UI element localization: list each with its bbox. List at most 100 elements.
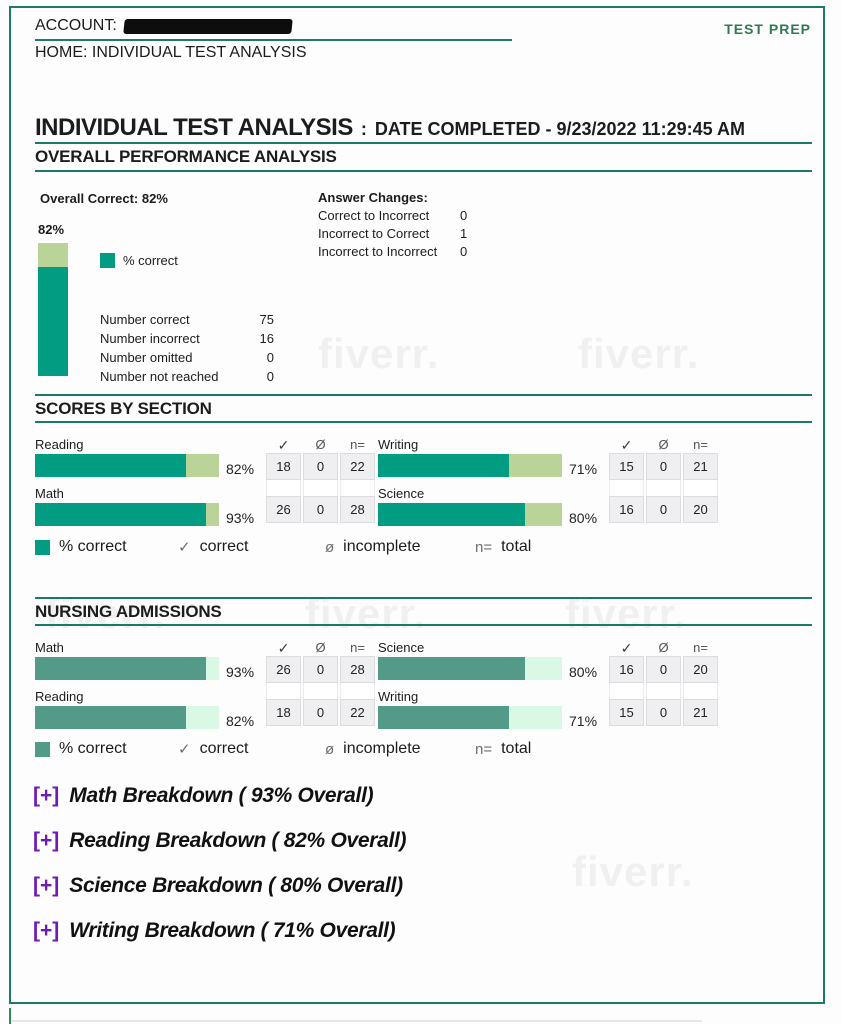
cell-total: 20: [683, 496, 719, 523]
cell-correct: 18: [266, 699, 302, 726]
nursing-panel-right: Science 80% Writing 71% ✓ Ø n=: [378, 640, 719, 738]
answer-change-label: Correct to Incorrect: [318, 208, 430, 223]
percent-correct-swatch: [100, 253, 115, 268]
nursing-rule-bottom: [35, 624, 812, 626]
answer-change-label: Incorrect to Incorrect: [318, 244, 438, 259]
bar-fill: [35, 657, 207, 680]
account-label: ACCOUNT:: [35, 17, 117, 34]
bar-label: Reading: [35, 437, 84, 452]
nursing-bar-math: Math 93%: [35, 640, 254, 680]
overall-rule: [35, 170, 812, 172]
answer-changes-title: Answer Changes:: [318, 190, 428, 205]
bar-label: Math: [35, 486, 64, 501]
stat-value: 16: [259, 331, 274, 346]
bar-track: [35, 454, 219, 477]
cell-total: 22: [340, 453, 376, 480]
reading-breakdown-expander[interactable]: [+] Reading Breakdown ( 82% Overall): [33, 826, 407, 856]
scores-legend: % correct ✓ correct ø incomplete n= total: [35, 538, 531, 556]
cell-total: 22: [340, 699, 376, 726]
stat-row: Number omitted 0: [100, 348, 274, 367]
nursing-bar-science: Science 80%: [378, 640, 597, 680]
bar-fill: [378, 706, 509, 729]
title-separator: :: [360, 119, 367, 139]
bar-label: Writing: [378, 437, 419, 452]
scores-rule-top: [35, 394, 812, 396]
bar-percent: 93%: [226, 664, 255, 680]
cell-correct: 15: [609, 453, 645, 480]
cell-correct: 26: [266, 496, 302, 523]
date-completed: DATE COMPLETED - 9/23/2022 11:29:45 AM: [374, 119, 745, 139]
scores-panel-left: Reading 82% Math 93% ✓ Ø n= 18: [35, 437, 376, 535]
stat-label: Number omitted: [100, 350, 193, 365]
correct-icon: ✓: [620, 640, 633, 656]
bar-percent: 71%: [569, 713, 598, 729]
stat-label: Number incorrect: [100, 331, 200, 346]
stat-label: Number not reached: [100, 369, 219, 384]
cell-total: 28: [340, 656, 376, 683]
score-bar-reading: Reading 82%: [35, 437, 254, 477]
overall-stats: Number correct 75 Number incorrect 16 Nu…: [100, 310, 274, 386]
percent-correct-swatch: [35, 741, 50, 757]
legend-label: correct: [199, 740, 249, 757]
overall-bar-value-label: 82%: [38, 222, 65, 237]
cell-correct: 16: [609, 656, 645, 683]
incomplete-icon: Ø: [658, 640, 669, 655]
check-icon: ✓: [178, 539, 191, 556]
table-row: 18 0 22: [266, 699, 376, 726]
answer-change-label: Incorrect to Correct: [318, 226, 430, 241]
writing-breakdown-expander[interactable]: [+] Writing Breakdown ( 71% Overall): [33, 916, 396, 946]
page-title-row: INDIVIDUAL TEST ANALYSIS : DATE COMPLETE…: [35, 114, 745, 142]
breakdown-label: Writing Breakdown ( 71% Overall): [69, 919, 396, 942]
bar-track: [378, 503, 562, 526]
bar-fill: [378, 454, 509, 477]
cell-total: 20: [683, 656, 719, 683]
percent-correct-swatch: [35, 539, 50, 555]
bar-percent: 71%: [569, 461, 598, 477]
overall-correct-bar-fill: [38, 266, 68, 376]
nursing-table-left: ✓ Ø n= 26 0 28 18 0 22: [266, 640, 376, 738]
table-row: 16 0 20: [609, 496, 719, 523]
science-breakdown-expander[interactable]: [+] Science Breakdown ( 80% Overall): [33, 871, 403, 901]
breakdown-label: Math Breakdown ( 93% Overall): [69, 784, 374, 807]
answer-change-row: Incorrect to Incorrect 0: [318, 243, 480, 261]
brand-logo: TEST PREP: [724, 21, 811, 37]
stat-value: 75: [259, 312, 274, 327]
math-breakdown-expander[interactable]: [+] Math Breakdown ( 93% Overall): [33, 781, 374, 811]
cell-correct: 18: [266, 453, 302, 480]
nursing-bar-reading: Reading 82%: [35, 689, 254, 729]
expand-icon[interactable]: [+]: [33, 874, 60, 897]
cell-incomplete: 0: [303, 453, 339, 480]
bar-percent: 93%: [226, 510, 255, 526]
incomplete-icon: ø: [325, 740, 335, 758]
bar-fill: [35, 503, 207, 526]
table-row: 26 0 28: [266, 496, 376, 523]
legend-label: incomplete: [343, 740, 421, 757]
nursing-table-right: ✓ Ø n= 16 0 20 15 0 21: [609, 640, 719, 738]
nursing-panel-left: Math 93% Reading 82% ✓ Ø n= 26: [35, 640, 376, 738]
expand-icon[interactable]: [+]: [33, 829, 60, 852]
incomplete-icon: Ø: [658, 437, 669, 452]
check-icon: ✓: [178, 741, 191, 758]
cell-incomplete: 0: [303, 496, 339, 523]
cell-incomplete: 0: [646, 656, 682, 683]
bar-track: [35, 503, 219, 526]
bar-fill: [378, 503, 526, 526]
stat-row: Number correct 75: [100, 310, 274, 329]
table-row: 18 0 22: [266, 453, 376, 480]
overall-legend: % correct: [100, 253, 178, 268]
answer-change-value: 0: [460, 244, 468, 259]
expand-icon[interactable]: [+]: [33, 784, 60, 807]
legend-label: total: [501, 740, 532, 757]
stat-label: Number correct: [100, 312, 190, 327]
correct-icon: ✓: [277, 640, 290, 656]
cell-total: 21: [683, 453, 719, 480]
breadcrumb[interactable]: HOME: INDIVIDUAL TEST ANALYSIS: [35, 44, 307, 61]
table-row: 16 0 20: [609, 656, 719, 683]
legend-label: % correct: [59, 538, 127, 555]
total-symbol: n=: [475, 538, 493, 556]
cell-total: 21: [683, 699, 719, 726]
expand-icon[interactable]: [+]: [33, 919, 60, 942]
incomplete-icon: Ø: [315, 640, 326, 655]
score-bar-writing: Writing 71%: [378, 437, 597, 477]
